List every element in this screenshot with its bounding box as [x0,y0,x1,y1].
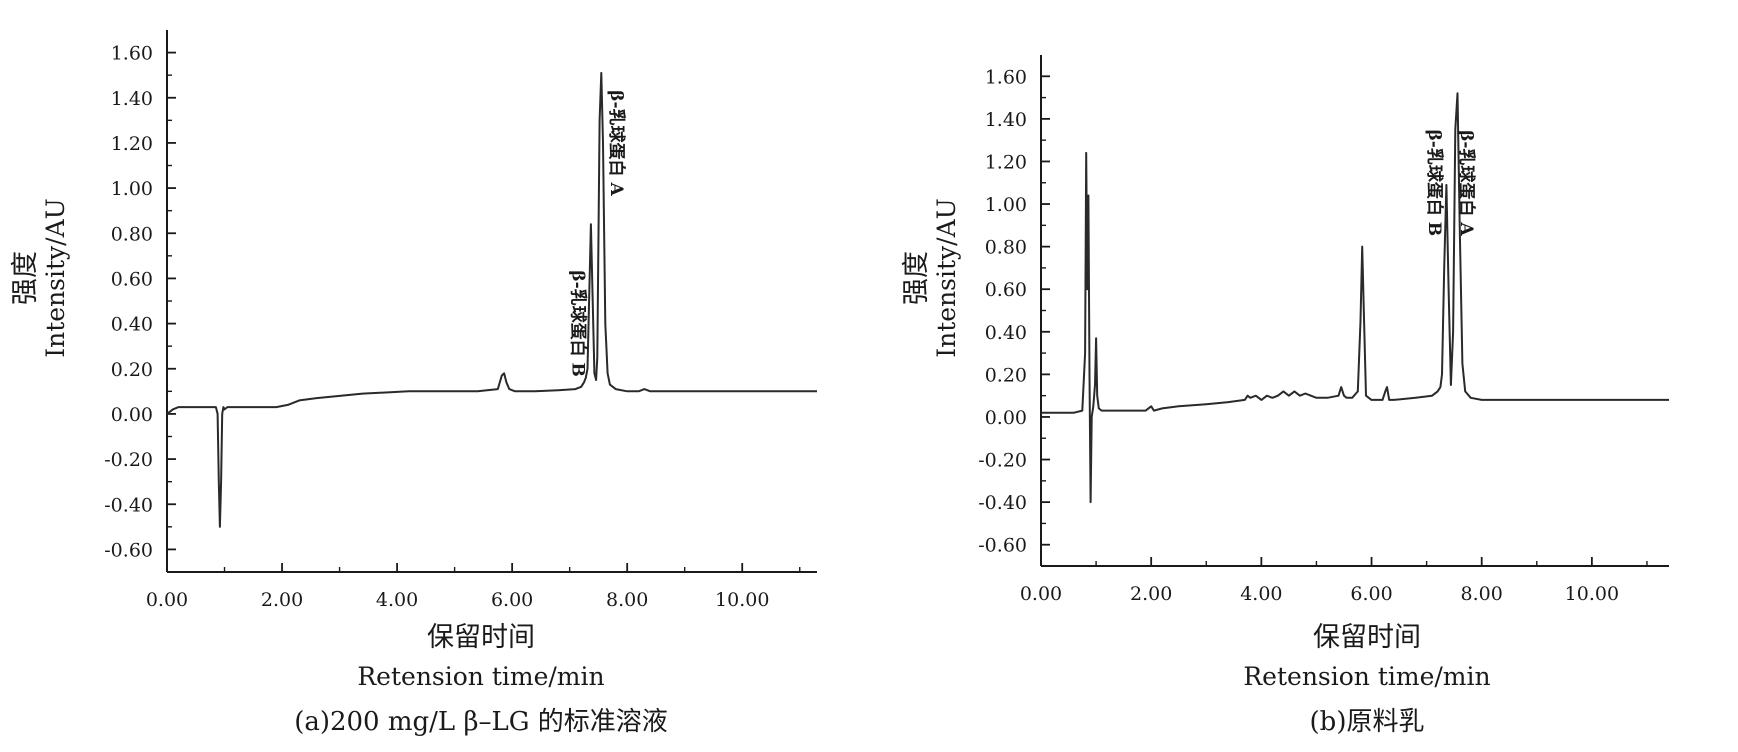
y-tick-label: 1.60 [111,43,153,65]
x-tick-label: 2.00 [261,589,303,611]
y-tick-label: 0.00 [111,404,153,426]
y-tick-label: 1.00 [111,178,153,200]
panel-b-ticks: -0.60 -0.40 -0.20 0.00 0.20 0.40 0.60 0.80 1.00 1… [978,66,1648,605]
panel-b-xlabel-zh: 保留时间 [1313,622,1421,653]
panel-a-xlabel-en: Retension time/min [357,662,604,691]
y-tick-label: 0.40 [985,322,1027,344]
y-tick-label: -0.60 [104,539,153,561]
x-tick-label: 2.00 [1130,583,1172,605]
y-tick-label: -0.60 [978,535,1027,557]
x-tick-label: 6.00 [1350,583,1392,605]
y-tick-label: 0.80 [111,223,153,245]
chart-panel-a: -0.60 -0.40 -0.20 0.00 0.20 0.40 0.60 0.80 1.00 1… [10,30,817,737]
y-tick-label: 1.20 [985,151,1027,173]
y-tick-label: 0.60 [985,279,1027,301]
y-tick-label: 1.00 [985,194,1027,216]
x-tick-label: 0.00 [146,589,188,611]
y-tick-label: 1.40 [111,88,153,110]
y-tick-label: 0.20 [985,364,1027,386]
panel-a-ticks: -0.60 -0.40 -0.20 0.00 0.20 0.40 0.60 0.80 1.00 1… [104,43,801,611]
x-tick-label: 0.00 [1020,583,1062,605]
panel-b-series [1041,92,1669,504]
panel-a-axes [166,30,817,573]
y-tick-label: 1.60 [985,66,1027,88]
panel-b-axes [1040,55,1669,567]
panel-a-ylabel-zh: 强度 [10,251,41,305]
y-tick-label: 0.80 [985,237,1027,259]
y-tick-label: -0.40 [104,494,153,516]
chart-panel-b: -0.60 -0.40 -0.20 0.00 0.20 0.40 0.60 0.80 1.00 1… [901,55,1669,737]
y-tick-label: -0.40 [978,492,1027,514]
panel-a-ylabel-en: Intensity/AU [41,198,70,357]
y-tick-label: 1.40 [985,109,1027,131]
peak-annotation: β-乳球蛋白 B [568,270,589,377]
chromatogram-line [1041,92,1669,504]
peak-annotation: β-乳球蛋白 A [606,90,627,196]
panel-a-annotations: β-乳球蛋白 B β-乳球蛋白 A [568,90,628,377]
x-tick-label: 4.00 [1240,583,1282,605]
panel-a-series [166,71,817,528]
y-tick-label: 0.00 [985,407,1027,429]
x-tick-label: 10.00 [1565,583,1619,605]
y-tick-label: 0.60 [111,268,153,290]
y-tick-label: 1.20 [111,133,153,155]
chromatogram-line [166,71,817,528]
x-tick-label: 10.00 [715,589,769,611]
y-tick-label: 0.40 [111,314,153,336]
x-tick-label: 6.00 [491,589,533,611]
panel-a-xlabel-zh: 保留时间 [427,622,535,653]
y-tick-label: 0.20 [111,359,153,381]
x-tick-label: 8.00 [606,589,648,611]
x-tick-label: 8.00 [1461,583,1503,605]
y-tick-label: -0.20 [978,450,1027,472]
panel-b-annotations: β-乳球蛋白 B β-乳球蛋白 A [1424,129,1477,236]
peak-annotation: β-乳球蛋白 A [1456,130,1477,236]
panel-b-xlabel-en: Retension time/min [1243,662,1490,691]
panel-b-caption: (b)原料乳 [1310,707,1425,737]
panel-b-ylabel-zh: 强度 [901,251,932,305]
panel-b-ylabel-en: Intensity/AU [932,198,961,357]
y-tick-label: -0.20 [104,449,153,471]
peak-annotation: β-乳球蛋白 B [1424,129,1445,236]
x-tick-label: 4.00 [376,589,418,611]
panel-a-caption: (a)200 mg/L β–LG 的标准溶液 [294,707,668,737]
